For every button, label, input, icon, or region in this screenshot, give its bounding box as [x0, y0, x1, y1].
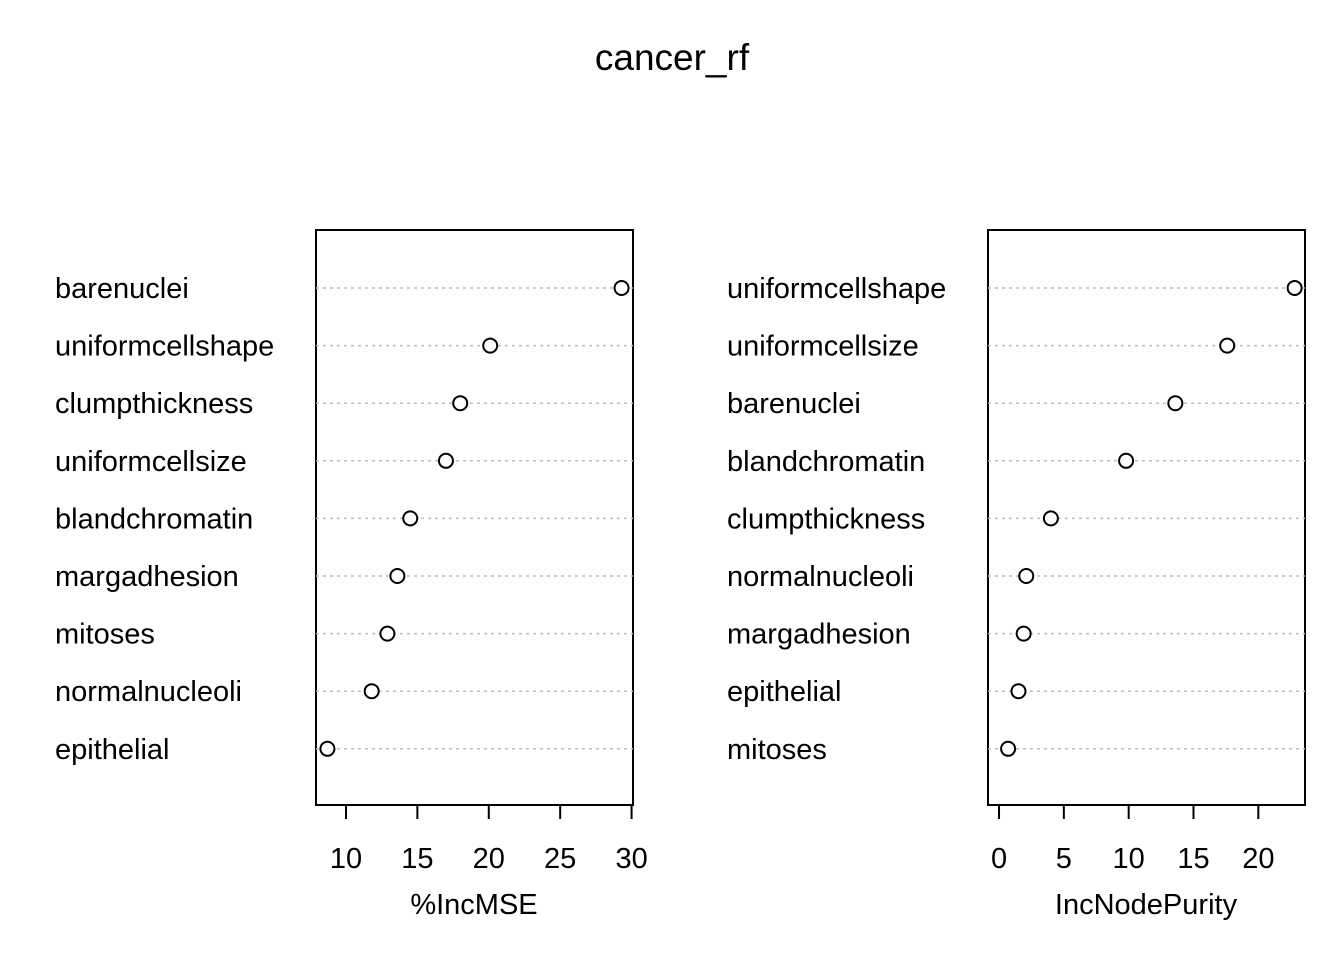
x-tick-label: 10 [1113, 843, 1145, 875]
category-label-clumpthickness: clumpthickness [55, 388, 253, 420]
data-point-uniformcellshape [482, 337, 499, 354]
category-labels: barenuclei uniformcellshape clumpthickness… [55, 273, 274, 766]
category-label-mitoses: mitoses [55, 619, 155, 651]
data-point-mitoses [379, 625, 396, 642]
guide-lines [988, 287, 1305, 750]
plot-frame [987, 229, 1306, 806]
data-point-barenuclei [1167, 395, 1184, 412]
category-labels: uniformcellshape uniformcellsize barenucle… [727, 273, 946, 766]
category-label-uniformcellshape: uniformcellshape [55, 331, 274, 363]
category-label-mitoses: mitoses [727, 734, 827, 766]
category-label-normalnucleoli: normalnucleoli [727, 561, 914, 593]
panel-incnodepurity: uniformcellshape uniformcellsize barenucle… [727, 229, 1306, 921]
chart-title: cancer_rf [595, 37, 750, 78]
x-tick-label: 25 [544, 843, 576, 875]
panel-incmse: barenuclei uniformcellshape clumpthickness… [55, 229, 648, 921]
category-label-barenuclei: barenuclei [55, 273, 189, 305]
x-tick-label: 20 [1242, 843, 1274, 875]
category-label-uniformcellsize: uniformcellsize [727, 331, 919, 363]
x-axis-ticks: 10 15 20 25 30 [330, 804, 648, 875]
category-label-epithelial: epithelial [727, 676, 841, 708]
x-tick-label: 20 [473, 843, 505, 875]
data-point-mitoses [1000, 740, 1017, 757]
category-label-normalnucleoli: normalnucleoli [55, 676, 242, 708]
category-label-blandchromatin: blandchromatin [727, 446, 925, 478]
category-label-blandchromatin: blandchromatin [55, 503, 253, 535]
x-axis-ticks: 0 5 10 15 20 [991, 804, 1274, 875]
category-label-margadhesion: margadhesion [55, 561, 239, 593]
guide-lines [316, 287, 633, 750]
data-points [1000, 280, 1303, 757]
category-label-barenuclei: barenuclei [727, 388, 861, 420]
data-point-epithelial [319, 740, 336, 757]
x-tick-label: 5 [1056, 843, 1072, 875]
category-label-uniformcellsize: uniformcellsize [55, 446, 247, 478]
data-point-blandchromatin [402, 510, 419, 527]
plot-frame [315, 229, 634, 806]
data-point-barenuclei [613, 280, 630, 296]
category-label-margadhesion: margadhesion [727, 619, 911, 651]
data-point-blandchromatin [1118, 452, 1135, 469]
category-label-uniformcellshape: uniformcellshape [727, 273, 946, 305]
data-point-uniformcellsize [437, 452, 454, 469]
category-label-epithelial: epithelial [55, 734, 169, 766]
data-points [319, 280, 630, 757]
data-point-clumpthickness [1042, 510, 1059, 527]
x-tick-label: 15 [401, 843, 433, 875]
data-point-margadhesion [1015, 625, 1032, 642]
data-point-normalnucleoli [363, 683, 380, 700]
data-point-epithelial [1010, 683, 1027, 700]
x-axis-label: %IncMSE [410, 889, 537, 921]
x-axis-label: IncNodePurity [1055, 889, 1238, 921]
x-tick-label: 15 [1177, 843, 1209, 875]
data-point-normalnucleoli [1018, 568, 1035, 584]
x-tick-label: 10 [330, 843, 362, 875]
data-point-uniformcellsize [1219, 337, 1236, 354]
x-tick-label: 0 [991, 843, 1007, 875]
x-tick-label: 30 [615, 843, 647, 875]
data-point-uniformcellshape [1286, 280, 1303, 296]
data-point-margadhesion [389, 568, 406, 584]
category-label-clumpthickness: clumpthickness [727, 503, 925, 535]
data-point-clumpthickness [452, 395, 469, 412]
